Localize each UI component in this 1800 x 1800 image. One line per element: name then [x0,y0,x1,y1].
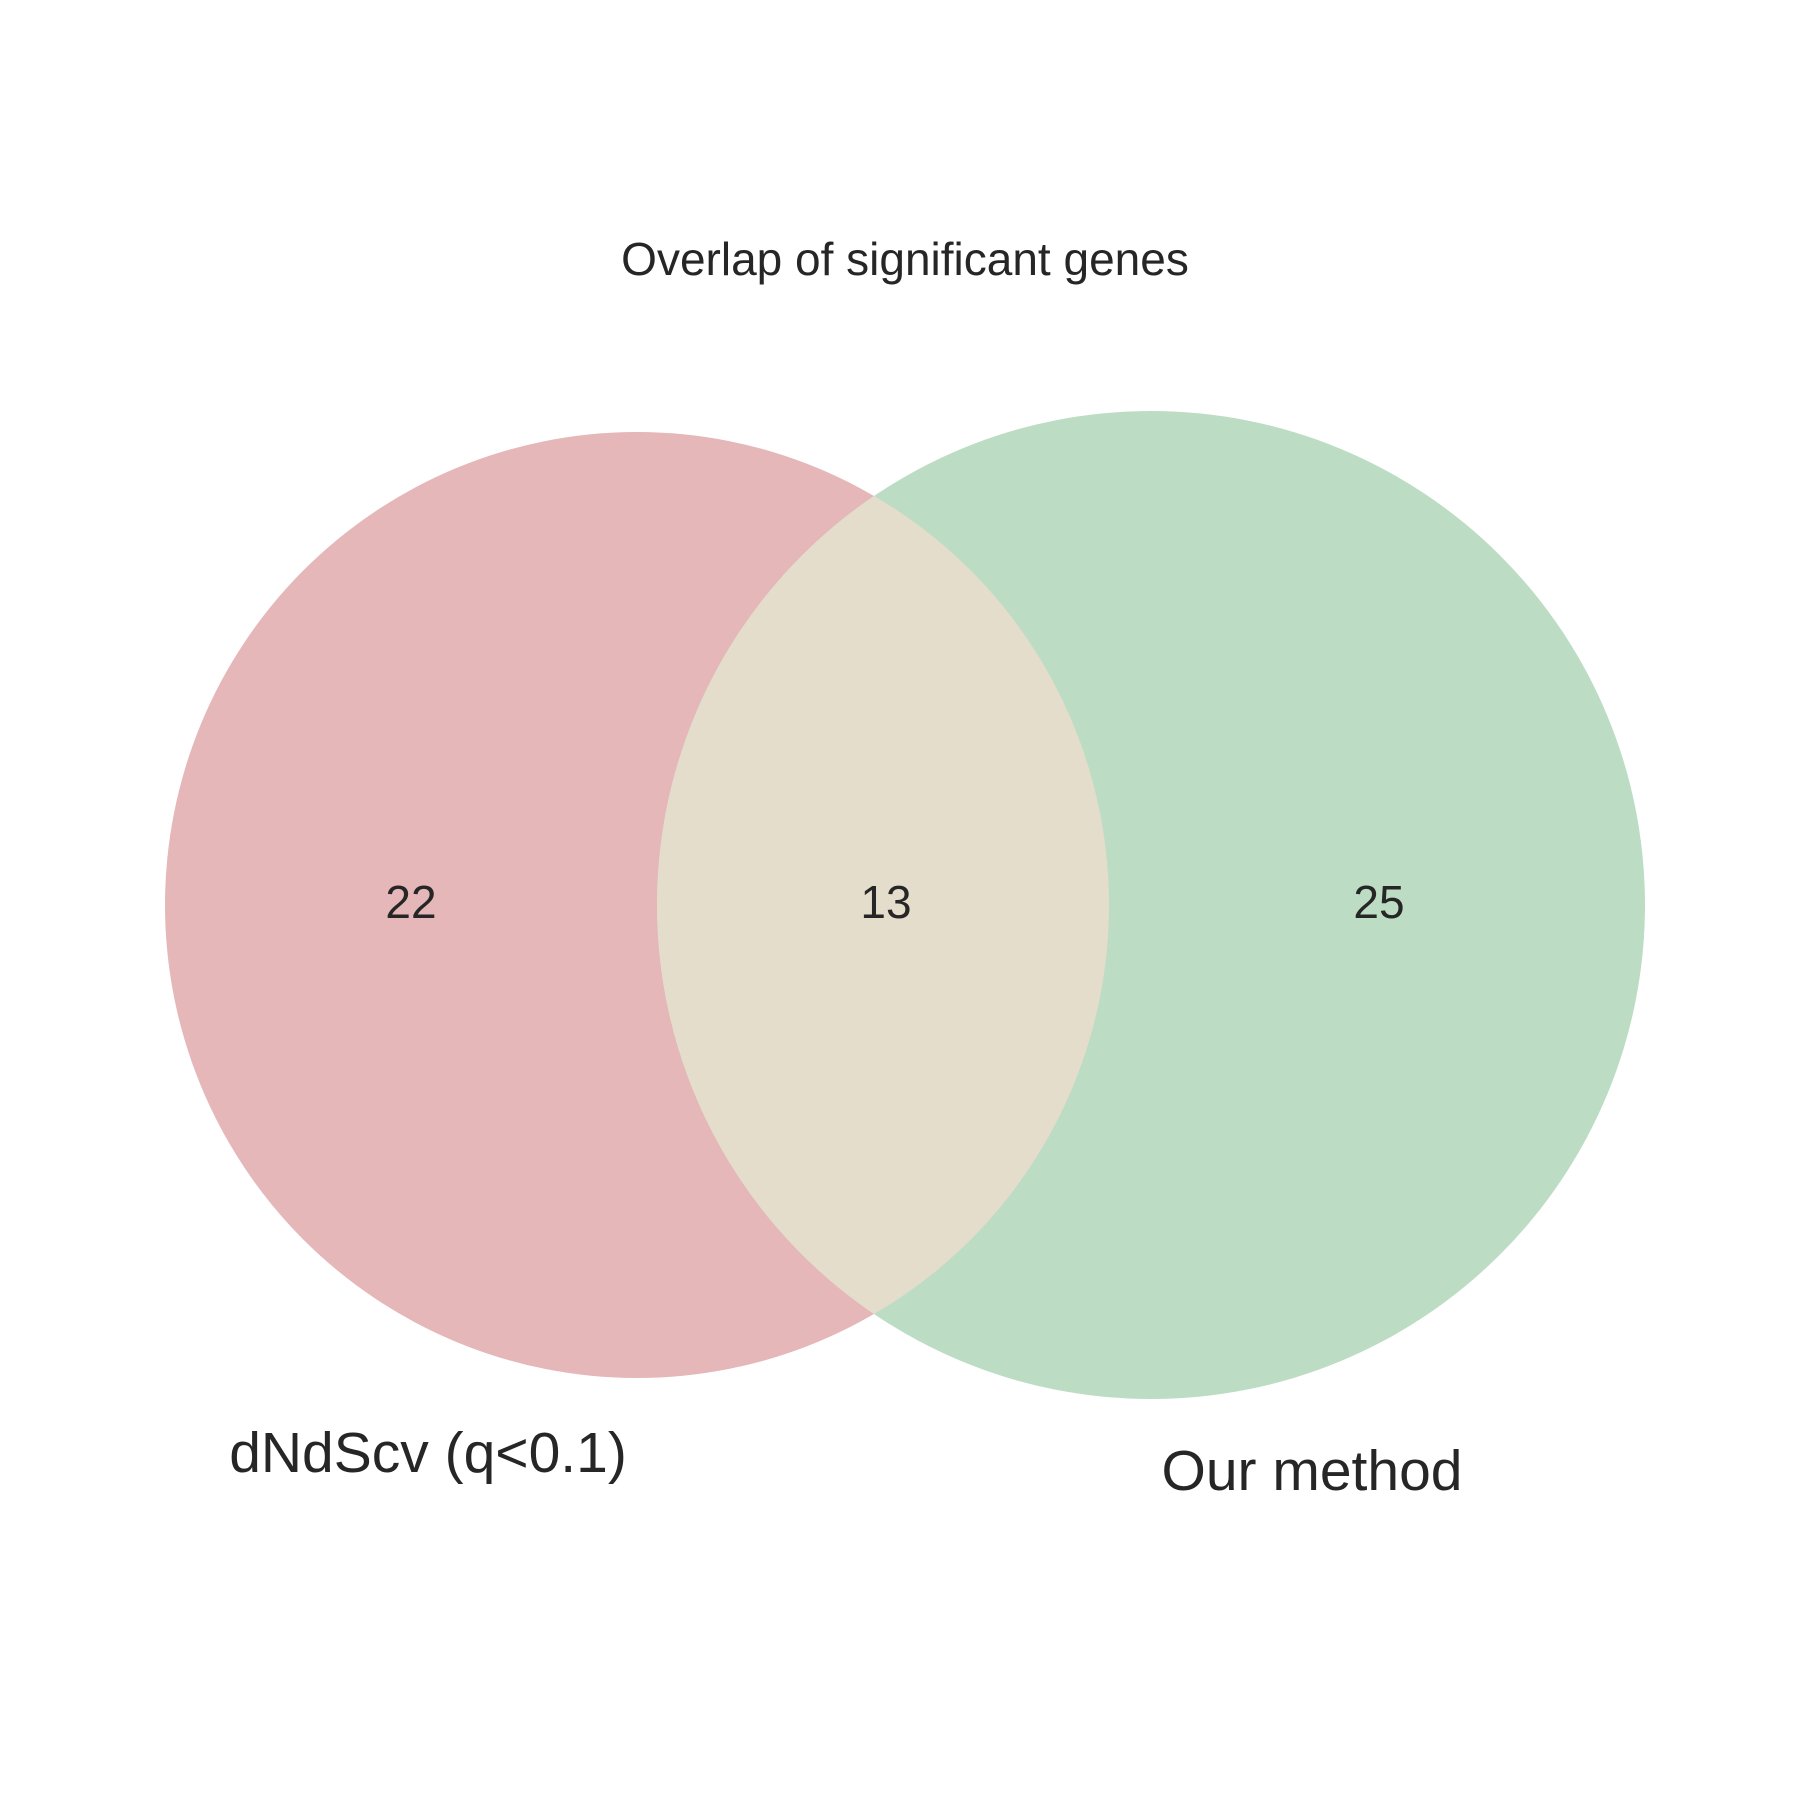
diagram-title: Overlap of significant genes [621,233,1189,285]
set-label-our-method: Our method [1162,1439,1463,1503]
our-method-only-count: 25 [1353,876,1404,928]
dndscv-only-count: 22 [385,876,436,928]
set-label-dndscv: dNdScv (q<0.1) [229,1421,627,1485]
intersection-region [657,432,1109,1378]
intersection-count: 13 [860,876,911,928]
